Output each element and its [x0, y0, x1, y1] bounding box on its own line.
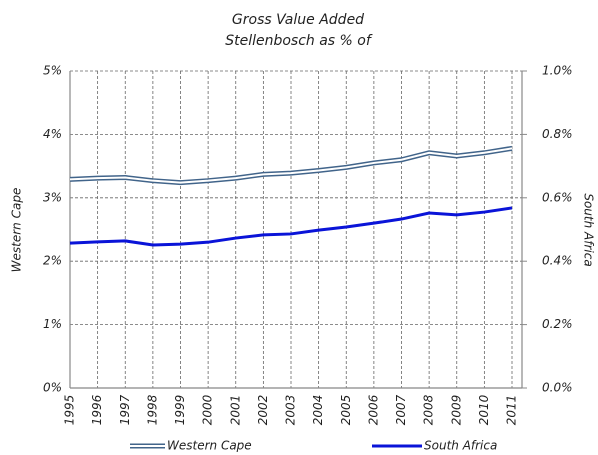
y-tick-label: 0% — [43, 381, 62, 395]
chart-title: Gross Value Added — [232, 12, 364, 28]
x-tick-label: 2004 — [311, 395, 325, 426]
y2-axis-title: South Africa — [582, 193, 596, 266]
x-tick-label: 2000 — [201, 394, 215, 425]
y-tick-label: 5% — [43, 64, 62, 78]
y-tick-label: 1% — [43, 317, 62, 331]
y2-tick-label: 0.4% — [542, 254, 573, 268]
x-tick-label: 2010 — [477, 394, 491, 425]
y-tick-label: 3% — [43, 190, 62, 204]
y-tick-label: 2% — [43, 254, 62, 268]
x-tick-label: 2002 — [256, 395, 270, 426]
x-tick-label: 1999 — [173, 395, 187, 426]
x-tick-label: 2003 — [284, 395, 298, 426]
line — [69, 206, 513, 247]
x-tick-label: 2011 — [505, 395, 519, 426]
chart-subtitle: Stellenbosch as % of — [225, 33, 373, 49]
x-tick-label: 2005 — [339, 395, 353, 426]
legend-label: South Africa — [424, 439, 497, 453]
y2-tick-label: 0.6% — [542, 190, 573, 204]
y2-tick-label: 0.2% — [542, 317, 573, 331]
x-tick-label: 2006 — [366, 394, 380, 425]
x-tick-label: 1995 — [63, 395, 77, 426]
x-tick-label: 1997 — [118, 394, 132, 425]
x-tick-label: 2009 — [449, 395, 463, 426]
y2-tick-label: 0.8% — [542, 127, 573, 141]
line-inner — [69, 147, 513, 184]
x-tick-label: 1996 — [90, 394, 104, 425]
y-tick-label: 4% — [43, 127, 62, 141]
y2-tick-label: 1.0% — [542, 64, 573, 78]
x-tick-label: 2007 — [394, 394, 408, 425]
x-tick-label: 2001 — [228, 395, 242, 426]
y-axis-title: Western Cape — [10, 188, 24, 273]
x-tick-label: 1998 — [145, 394, 159, 425]
x-tick-label: 2008 — [422, 394, 436, 425]
legend-label: Western Cape — [167, 439, 252, 453]
y2-tick-label: 0.0% — [542, 381, 573, 395]
